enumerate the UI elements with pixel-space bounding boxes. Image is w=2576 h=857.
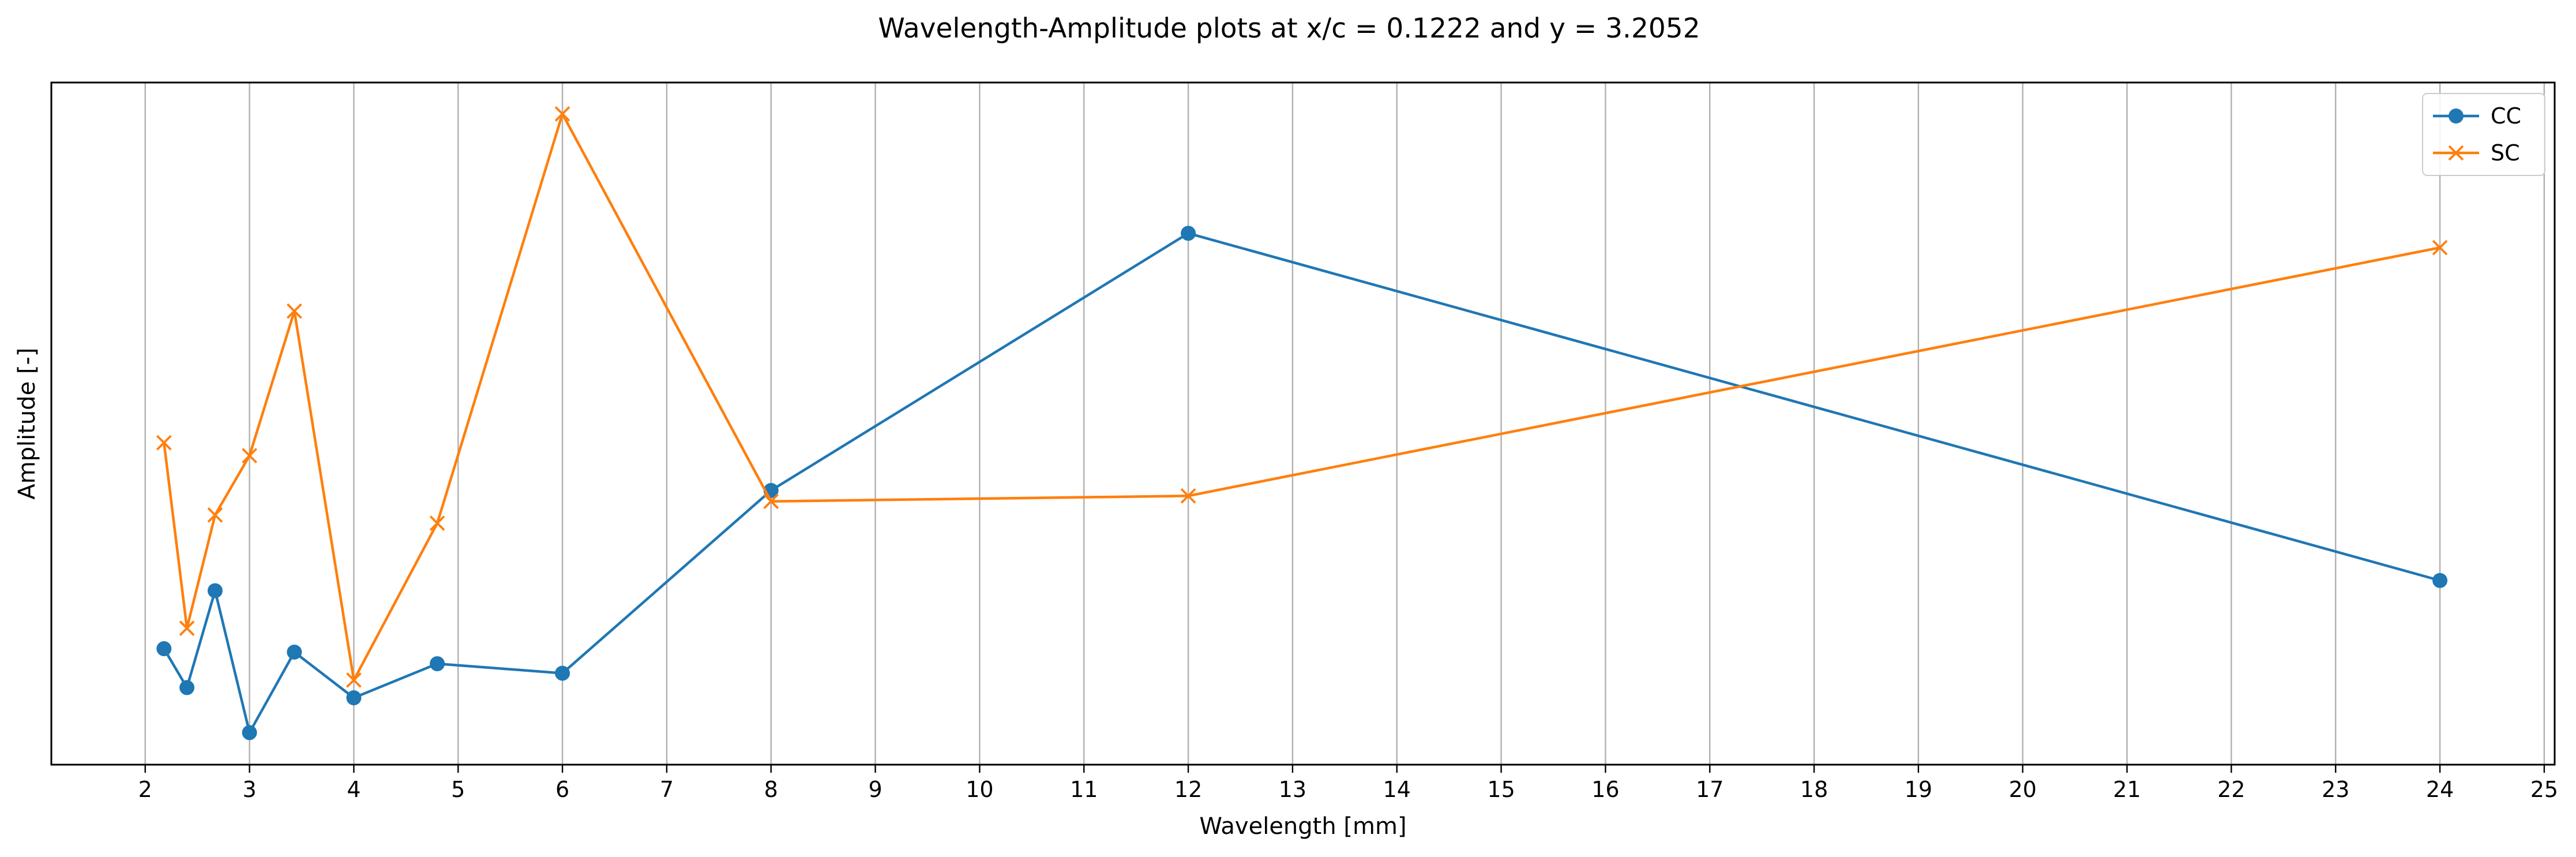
x-tick-label: 14 [1383,777,1411,802]
x-tick-label: 19 [1905,777,1932,802]
x-tick-label: 17 [1696,777,1723,802]
x-tick-label: 3 [242,777,256,802]
x-marker-stroke [156,435,172,451]
x-marker-stroke [429,515,445,531]
cc-point [346,690,362,706]
cc-point [2449,108,2464,124]
tick-layer: 2 3 4 5 6 7 8 9 10 11 12 13 14 15 16 17 18 19 20 21 22 23 24 25 [138,765,2558,802]
legend-entries: CC SC [2433,103,2521,166]
sc-point [554,106,570,122]
plot-frame [50,81,2556,766]
legend-label-sc: SC [2491,140,2520,166]
x-tick-label: 22 [2217,777,2245,802]
sc-point [2432,239,2448,256]
x-marker-stroke [242,448,257,463]
x-tick-label: 9 [868,777,882,802]
sc-point [763,493,779,510]
x-tick-label: 15 [1487,777,1515,802]
x-marker-stroke [346,672,362,688]
legend-entry-sc: SC [2433,140,2520,166]
x-axis-label: Wavelength [mm] [1199,813,1406,840]
x-marker-stroke [2448,145,2464,161]
x-tick-label: 11 [1070,777,1098,802]
legend-box [2422,93,2545,176]
series-layer [156,106,2448,740]
legend: CC SC [2422,93,2545,176]
y-axis-label: Amplitude [-] [14,347,40,499]
cc-point [2432,572,2448,588]
cc-point [430,656,445,672]
grid-layer [144,83,2545,765]
x-tick-label: 25 [2530,777,2558,802]
x-marker-stroke [2432,239,2448,256]
sc-point [2448,145,2464,161]
cc-point [207,583,223,598]
sc-point [242,448,257,463]
x-tick-label: 13 [1279,777,1306,802]
x-tick-label: 21 [2113,777,2141,802]
sc-point [429,515,445,531]
x-tick-label: 18 [1800,777,1828,802]
cc-point [242,725,257,740]
x-tick-label: 10 [966,777,993,802]
x-marker-stroke [179,620,195,636]
cc-point [287,644,302,660]
x-tick-label: 12 [1174,777,1202,802]
sc-point [207,507,223,523]
x-tick-label: 5 [451,777,465,802]
x-tick-label: 16 [1591,777,1619,802]
chart-title: Wavelength-Amplitude plots at x/c = 0.12… [878,13,1700,44]
cc-point [179,680,195,695]
x-tick-label: 24 [2426,777,2454,802]
sc-point [156,435,172,451]
x-marker-stroke [286,303,302,319]
x-tick-label: 7 [660,777,674,802]
legend-label-cc: CC [2491,103,2521,129]
x-marker-stroke [763,493,779,510]
x-marker-stroke [554,106,570,122]
cc-point [555,665,570,681]
cc-point [156,641,172,657]
sc-point [286,303,302,319]
x-tick-label: 4 [347,777,361,802]
sc-point [1180,488,1196,504]
legend-entry-cc: CC [2433,103,2521,129]
x-marker-stroke [207,507,223,523]
cc-point [1181,226,1196,241]
x-tick-label: 6 [555,777,569,802]
series-cc [156,226,2448,740]
x-marker-stroke [1180,488,1196,504]
sc-point [179,620,195,636]
x-tick-label: 23 [2322,777,2349,802]
x-tick-label: 20 [2009,777,2037,802]
x-tick-label: 2 [138,777,152,802]
x-tick-label: 8 [764,777,778,802]
sc-point [346,672,362,688]
series-sc [156,106,2448,688]
